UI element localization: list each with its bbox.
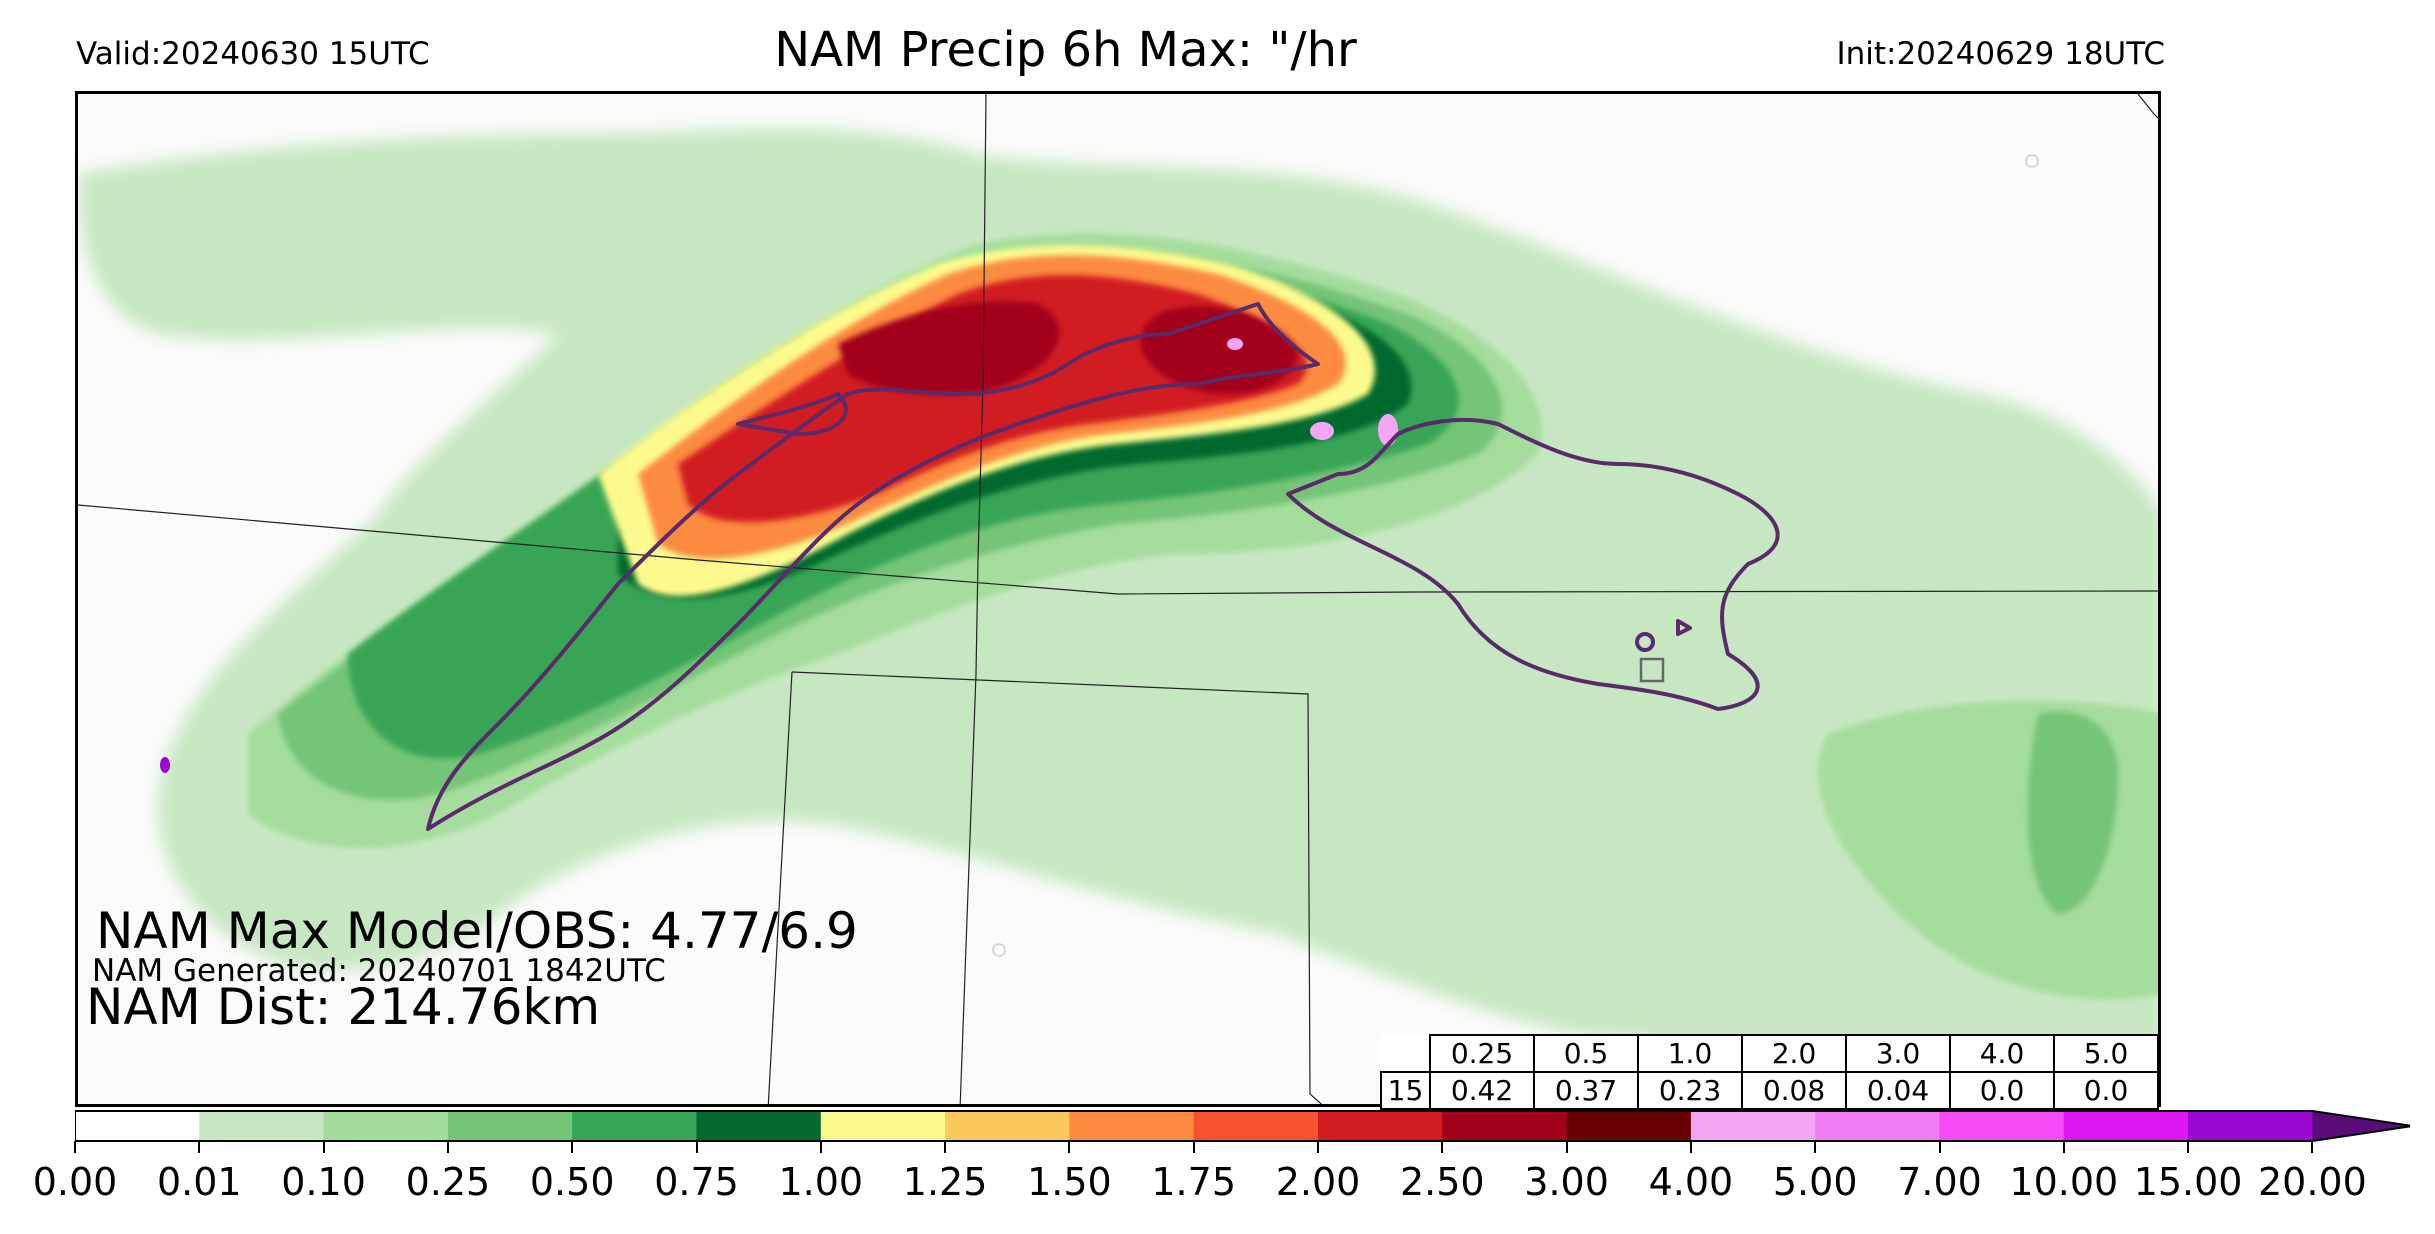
score-table: 0.25 0.5 1.0 2.0 3.0 4.0 5.0 15 0.42 0.3…	[1380, 1034, 2159, 1110]
colorbar-tick-mark	[74, 1141, 76, 1153]
colorbar-segment	[945, 1111, 1070, 1141]
colorbar-tick-label: 5.00	[1772, 1160, 1858, 1204]
colorbar-tick-mark	[322, 1141, 325, 1153]
isolated-cell-marker	[160, 757, 170, 773]
colorbar-tick-label: 0.75	[654, 1160, 739, 1204]
precip-field-light	[78, 129, 2158, 1080]
colorbar-extend-arrow	[2312, 1111, 2410, 1141]
colorbar-segment	[1318, 1111, 1443, 1141]
colorbar-segment	[1815, 1111, 1940, 1141]
colorbar-tick-label: 4.00	[1648, 1160, 1734, 1204]
colorbar	[75, 1110, 2410, 1142]
threshold-cell: 3.0	[1845, 1034, 1951, 1073]
colorbar-segment	[1442, 1111, 1568, 1141]
score-value-cell: 0.0	[2053, 1071, 2159, 1110]
political-boundaries	[78, 94, 2158, 1104]
colorbar-tick-mark	[2062, 1141, 2065, 1153]
score-value-cell: 0.04	[1845, 1071, 1951, 1110]
colorbar-segment	[820, 1111, 946, 1141]
colorbar-tick-label: 1.75	[1151, 1160, 1236, 1204]
colorbar-tick-mark	[1192, 1141, 1195, 1153]
precip-map	[75, 91, 2161, 1107]
colorbar-tick-label: 0.25	[405, 1160, 491, 1204]
colorbar-tick-mark	[1814, 1141, 1817, 1153]
score-value-cell: 0.08	[1741, 1071, 1847, 1110]
colorbar-tick-mark	[198, 1141, 201, 1153]
colorbar-tick-label: 0.50	[529, 1160, 615, 1204]
colorbar-tick-label: 0.00	[32, 1160, 118, 1204]
colorbar-tick-mark	[2187, 1141, 2190, 1153]
colorbar-tick-mark	[571, 1141, 574, 1153]
colorbar-tick-label: 0.01	[156, 1160, 242, 1204]
colorbar-tick-mark	[1441, 1141, 1444, 1153]
row-label-cell: 15	[1380, 1071, 1431, 1110]
colorbar-tick-label: 20.00	[2257, 1160, 2367, 1204]
colorbar-tick-mark	[1565, 1141, 1568, 1153]
colorbar-tick-mark	[944, 1141, 947, 1153]
colorbar-segment	[323, 1111, 449, 1141]
threshold-cell: 2.0	[1741, 1034, 1847, 1073]
chart-title: NAM Precip 6h Max: "/hr	[774, 22, 1357, 78]
score-table-value-row: 15 0.42 0.37 0.23 0.08 0.04 0.0 0.0	[1380, 1071, 2159, 1110]
colorbar-segment	[1690, 1111, 1816, 1141]
colorbar-tick-label: 1.00	[778, 1160, 864, 1204]
colorbar-segment	[1566, 1111, 1692, 1141]
colorbar-tick-label: 1.25	[902, 1160, 988, 1204]
colorbar-tick-label: 0.10	[281, 1160, 366, 1204]
threshold-cell: 5.0	[2053, 1034, 2159, 1073]
threshold-cell: 0.25	[1429, 1034, 1535, 1073]
colorbar-tick-mark	[2311, 1141, 2314, 1153]
colorbar-segment	[447, 1111, 573, 1141]
valid-time-label: Valid:20240630 15UTC	[76, 36, 430, 72]
colorbar-tick-mark	[1068, 1141, 1071, 1153]
obs-contour	[426, 302, 1780, 831]
colorbar-segment	[2063, 1111, 2189, 1141]
colorbar-tick-label: 7.00	[1897, 1160, 1982, 1204]
score-value-cell: 0.23	[1637, 1071, 1743, 1110]
colorbar-tick-mark	[695, 1141, 698, 1153]
colorbar-tick-mark	[446, 1141, 449, 1153]
colorbar-segment	[1069, 1111, 1195, 1141]
colorbar-segment	[2188, 1111, 2313, 1141]
colorbar-segment	[1939, 1111, 2065, 1141]
station-circle-marker-2	[992, 943, 1006, 957]
generated-time-label: NAM Generated: 20240701 1842UTC	[92, 953, 666, 989]
colorbar-tick-mark	[1317, 1141, 1319, 1153]
threshold-cell: 1.0	[1637, 1034, 1743, 1073]
threshold-cell: 0.5	[1533, 1034, 1639, 1073]
colorbar-outline	[75, 1110, 2410, 1142]
max-model-obs-label: NAM Max Model/OBS: 4.77/6.9	[96, 902, 858, 960]
station-circle-marker	[2025, 154, 2039, 168]
distance-label: NAM Dist: 214.76km	[86, 978, 601, 1036]
colorbar-tick-label: 1.50	[1027, 1160, 1112, 1204]
score-table-threshold-row: 0.25 0.5 1.0 2.0 3.0 4.0 5.0	[1381, 1034, 2159, 1073]
colorbar-segment	[199, 1111, 325, 1141]
colorbar-tick-label: 2.50	[1399, 1160, 1485, 1204]
threshold-cell: 4.0	[1949, 1034, 2055, 1073]
colorbar-tick-label: 3.00	[1524, 1160, 1609, 1204]
colorbar-tick-label: 2.00	[1275, 1160, 1361, 1204]
init-time-label: Init:20240629 18UTC	[1836, 36, 2165, 72]
precip-map-svg	[78, 94, 2158, 1104]
score-value-cell: 0.42	[1429, 1071, 1535, 1110]
colorbar-segment	[696, 1111, 822, 1141]
colorbar-tick-label: 15.00	[2133, 1160, 2243, 1204]
colorbar-tick-mark	[1689, 1141, 1692, 1153]
colorbar-segment	[1193, 1111, 1319, 1141]
colorbar-tick-label: 10.00	[2009, 1160, 2119, 1204]
colorbar-tick-mark	[1938, 1141, 1941, 1153]
station-box-marker	[1639, 657, 1665, 683]
colorbar-segment	[572, 1111, 697, 1141]
score-value-cell: 0.37	[1533, 1071, 1639, 1110]
colorbar-tick-mark	[819, 1141, 822, 1153]
score-value-cell: 0.0	[1949, 1071, 2055, 1110]
colorbar-segment	[75, 1111, 200, 1141]
